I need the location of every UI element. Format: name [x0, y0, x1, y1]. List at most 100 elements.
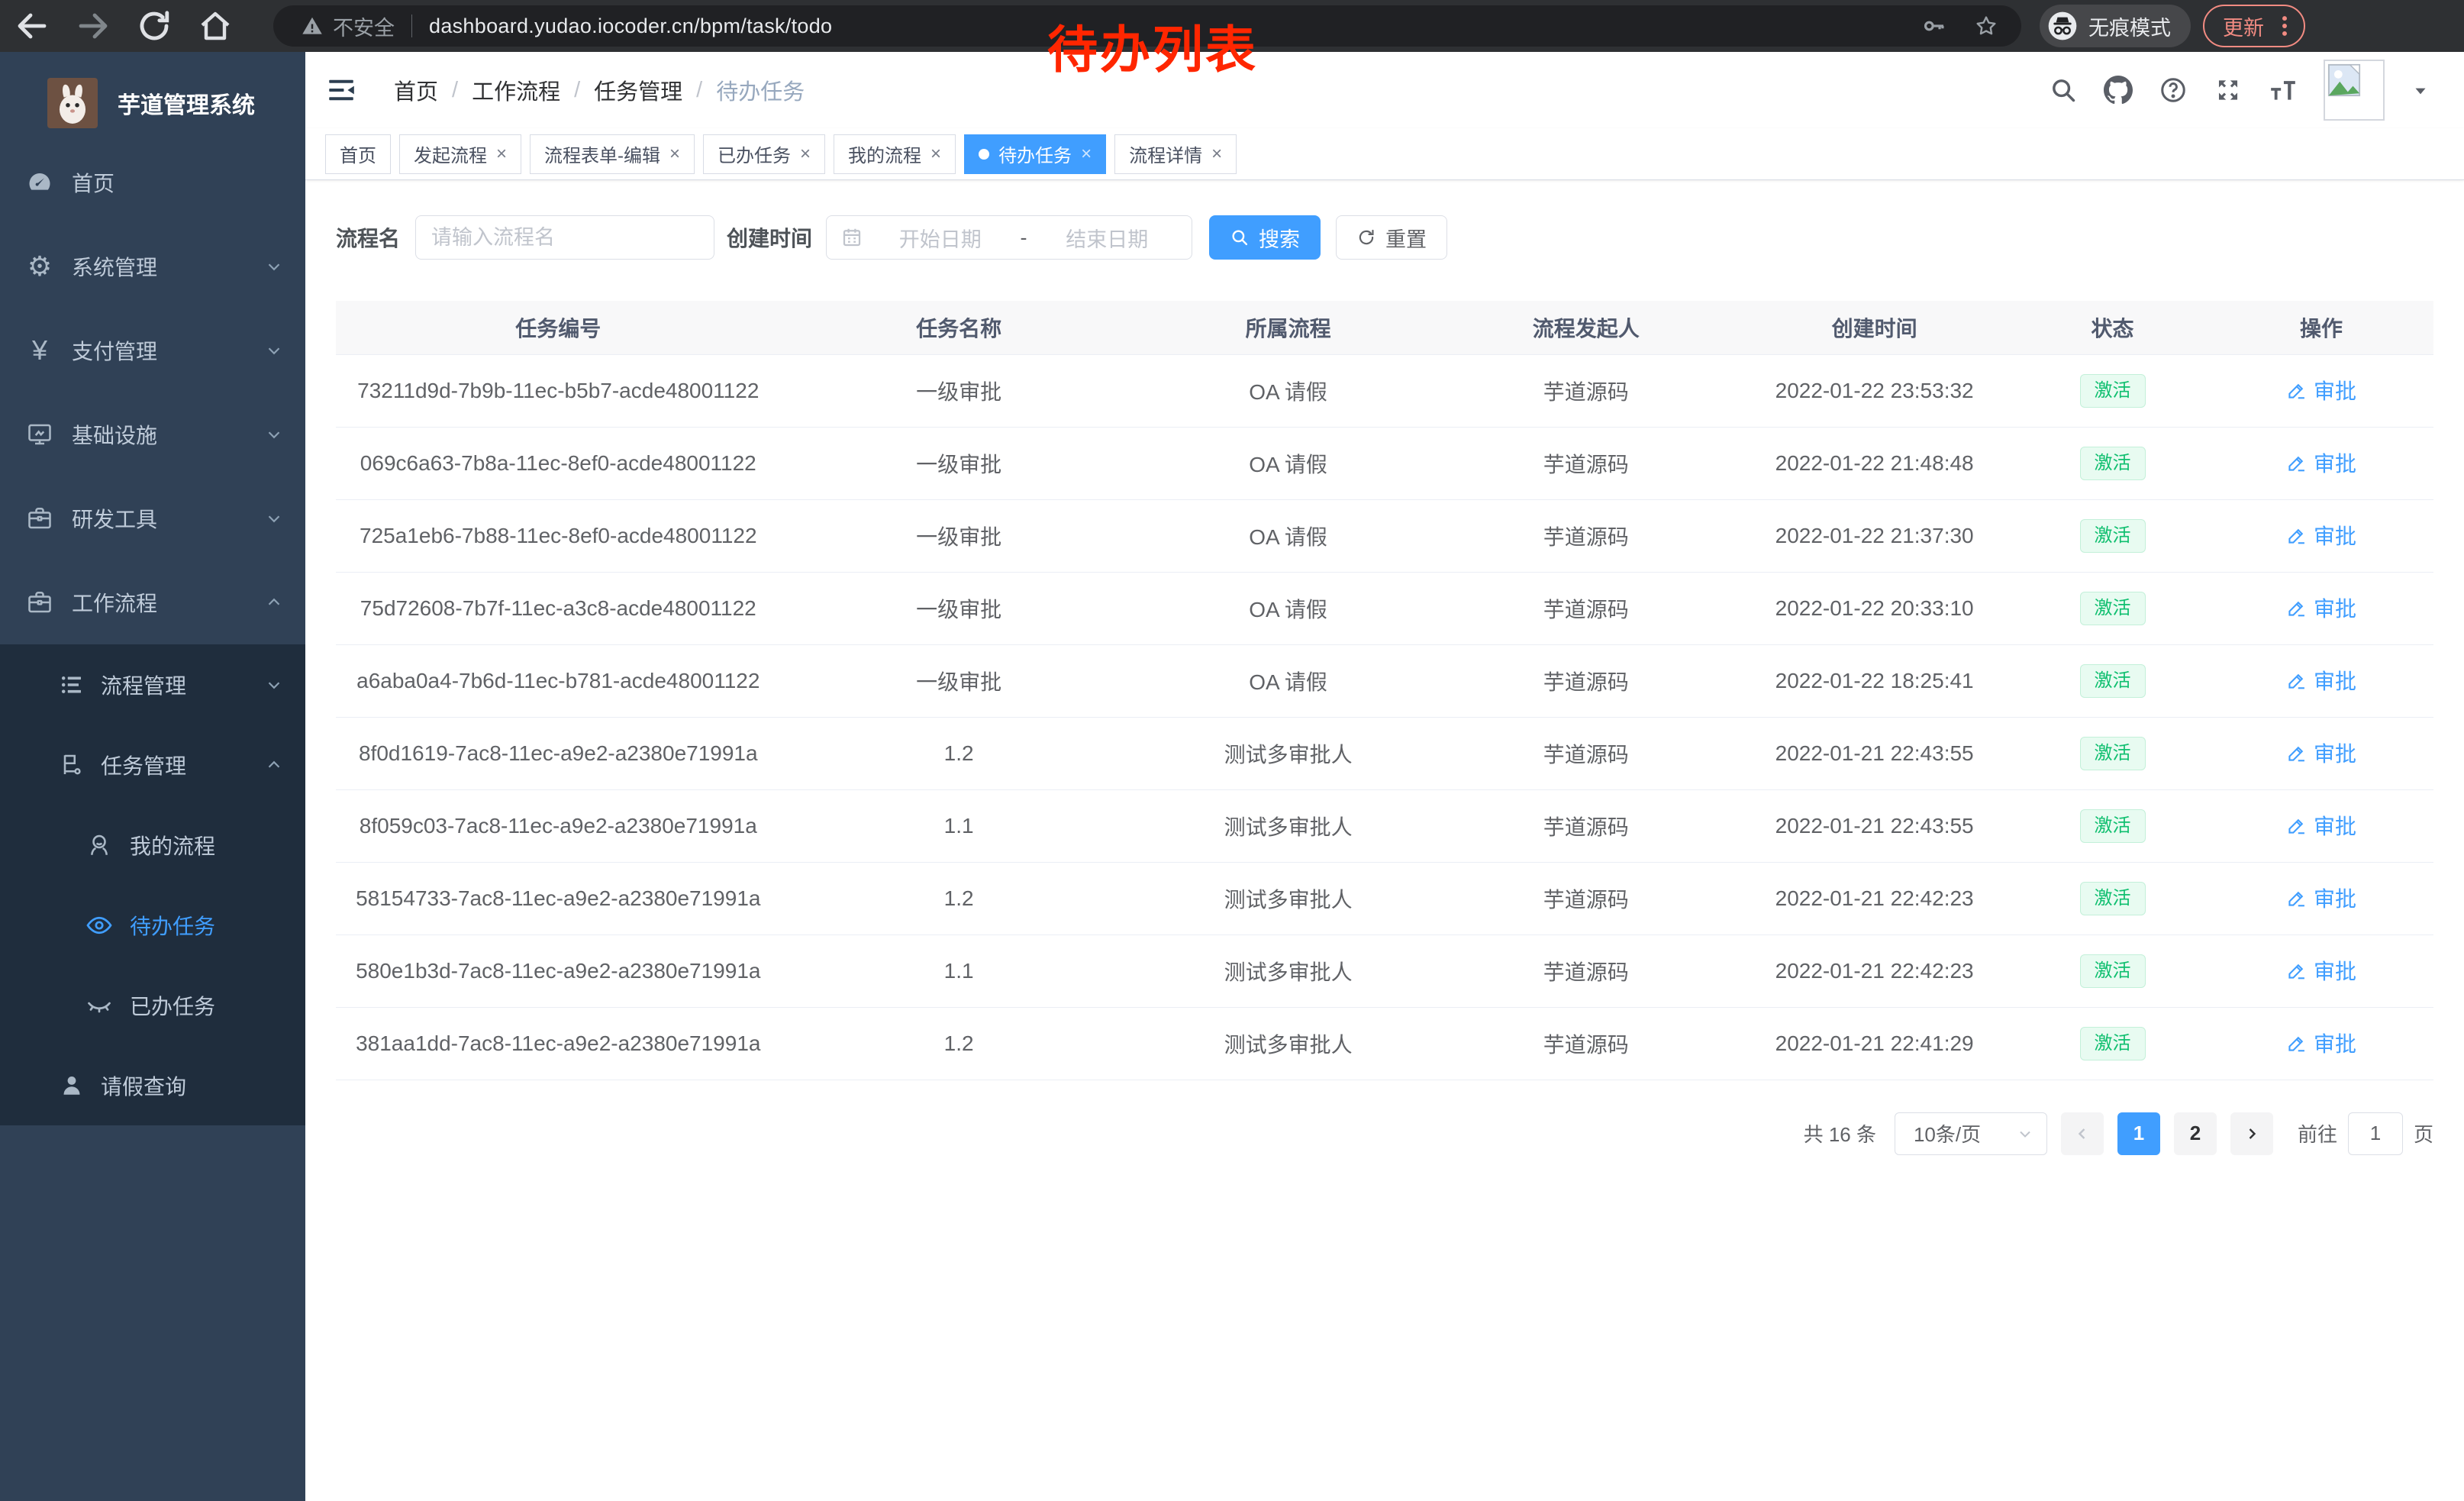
reset-button-label: 重置 [1385, 228, 1427, 251]
column-header-创建时间: 创建时间 [1733, 301, 2017, 355]
prev-page-button[interactable] [2060, 1112, 2104, 1155]
search-button[interactable]: 搜索 [1209, 215, 1321, 260]
next-page-button[interactable] [2230, 1112, 2273, 1155]
tab-已办任务[interactable]: 已办任务 × [703, 134, 826, 174]
back-icon[interactable] [14, 8, 50, 44]
breadcrumb-item-任务管理[interactable]: 任务管理 [594, 80, 683, 105]
sidebar-item-研发工具[interactable]: 研发工具 [0, 476, 305, 560]
date-range-picker[interactable]: 开始日期 - 结束日期 [826, 215, 1193, 260]
tab-label: 我的流程 [848, 146, 922, 166]
app-title: 芋道管理系统 [118, 93, 255, 118]
fullscreen-icon[interactable] [2214, 76, 2243, 105]
process-name-input[interactable] [415, 215, 715, 260]
bookmark-star-icon[interactable] [1974, 14, 1998, 38]
sidebar-fold-icon[interactable] [325, 74, 357, 106]
page-button-2[interactable]: 2 [2173, 1112, 2217, 1155]
tab-close-icon[interactable]: × [496, 143, 508, 164]
approve-button[interactable]: 审批 [2286, 1028, 2356, 1058]
list-icon [58, 671, 85, 699]
home-icon[interactable] [197, 8, 234, 44]
search-icon[interactable] [2049, 76, 2078, 105]
tab-待办任务[interactable]: 待办任务 × [964, 134, 1107, 174]
sidebar-item-我的流程[interactable]: 我的流程 [0, 805, 305, 885]
reload-icon[interactable] [136, 8, 173, 44]
chevron-down-icon [264, 675, 284, 695]
page-size-select[interactable]: 10条/页 [1894, 1112, 2047, 1155]
process-name: OA 请假 [1137, 354, 1440, 428]
task-name: 1.2 [780, 717, 1137, 790]
goto-label: 前往 [2297, 1123, 2337, 1146]
approve-button[interactable]: 审批 [2286, 447, 2356, 478]
font-size-icon[interactable] [2269, 76, 2298, 105]
help-icon[interactable] [2159, 76, 2188, 105]
task-id: 8f059c03-7ac8-11ec-a9e2-a2380e71991a [336, 789, 781, 863]
forward-icon[interactable] [75, 8, 111, 44]
tab-我的流程[interactable]: 我的流程 × [834, 134, 956, 174]
table-header-row: 任务编号 任务名称 所属流程 流程发起人 创建时间 状态 操作 [336, 301, 2433, 355]
flag-node-icon [58, 751, 85, 779]
tab-close-icon[interactable]: × [1211, 143, 1223, 164]
browser-menu-dots-icon[interactable] [2272, 13, 2298, 39]
approve-button[interactable]: 审批 [2286, 810, 2356, 841]
end-date-placeholder: 结束日期 [1066, 228, 1149, 251]
sidebar-item-工作流程[interactable]: 工作流程 [0, 560, 305, 644]
github-icon[interactable] [2104, 76, 2133, 105]
table-row: 8f0d1619-7ac8-11ec-a9e2-a2380e71991a 1.2 测… [336, 717, 2433, 790]
breadcrumb-item-首页[interactable]: 首页 [394, 80, 439, 105]
tab-发起流程[interactable]: 发起流程 × [399, 134, 522, 174]
create-time: 2022-01-22 21:37:30 [1733, 499, 2017, 573]
sidebar-item-任务管理[interactable]: 任务管理 [0, 725, 305, 805]
approve-button[interactable]: 审批 [2286, 375, 2356, 405]
sidebar-item-待办任务[interactable]: 待办任务 [0, 885, 305, 965]
breadcrumb-item-工作流程[interactable]: 工作流程 [472, 80, 561, 105]
sidebar-item-已办任务[interactable]: 已办任务 [0, 965, 305, 1045]
approve-button[interactable]: 审批 [2286, 883, 2356, 913]
browser-update-button[interactable]: 更新 [2203, 5, 2305, 47]
sidebar-item-首页[interactable]: 首页 [0, 140, 305, 224]
approve-button[interactable]: 审批 [2286, 592, 2356, 623]
tab-label: 发起流程 [414, 146, 487, 166]
status-badge: 激活 [2079, 663, 2146, 698]
goto-page-input[interactable] [2347, 1112, 2403, 1155]
table-row: 58154733-7ac8-11ec-a9e2-a2380e71991a 1.2 测… [336, 862, 2433, 935]
chevron-down-icon [264, 341, 284, 360]
calendar-icon [840, 226, 863, 249]
sidebar-item-支付管理[interactable]: ¥ 支付管理 [0, 308, 305, 392]
sidebar-item-系统管理[interactable]: ⚙ 系统管理 [0, 224, 305, 308]
app-logo[interactable]: 芋道管理系统 [0, 52, 305, 131]
approve-button[interactable]: 审批 [2286, 738, 2356, 768]
tab-close-icon[interactable]: × [669, 143, 681, 164]
tab-流程表单-编辑[interactable]: 流程表单-编辑 × [530, 134, 695, 174]
avatar-caret-down-icon[interactable] [2411, 80, 2430, 100]
pagination-total: 共 16 条 [1803, 1123, 1876, 1146]
sidebar-item-请假查询[interactable]: 请假查询 [0, 1045, 305, 1125]
tab-首页[interactable]: 首页 [325, 134, 391, 174]
task-id: 75d72608-7b7f-11ec-a3c8-acde48001122 [336, 572, 781, 645]
incognito-label: 无痕模式 [2088, 16, 2171, 40]
status-badge: 激活 [2079, 954, 2146, 988]
key-icon[interactable] [1922, 14, 1946, 38]
process-name: 测试多审批人 [1137, 934, 1440, 1008]
approve-button[interactable]: 审批 [2286, 665, 2356, 696]
avatar[interactable] [2324, 60, 2385, 121]
security-label: 不安全 [333, 16, 395, 40]
column-header-流程发起人: 流程发起人 [1439, 301, 1734, 355]
approve-button[interactable]: 审批 [2286, 955, 2356, 986]
reset-button[interactable]: 重置 [1336, 215, 1448, 260]
address-bar[interactable]: 不安全 dashboard.yudao.iocoder.cn/bpm/task/… [273, 5, 2021, 47]
approve-button[interactable]: 审批 [2286, 520, 2356, 550]
tab-close-icon[interactable]: × [800, 143, 811, 164]
page-button-1[interactable]: 1 [2117, 1112, 2160, 1155]
tab-close-icon[interactable]: × [1081, 143, 1092, 164]
task-name: 一级审批 [780, 572, 1137, 645]
task-id: 58154733-7ac8-11ec-a9e2-a2380e71991a [336, 862, 781, 935]
sidebar-item-基础设施[interactable]: 基础设施 [0, 392, 305, 476]
status-badge: 激活 [2079, 373, 2146, 408]
todo-task-table: 任务编号 任务名称 所属流程 流程发起人 创建时间 状态 操作 73211d9d-7b9b-… [336, 301, 2433, 1080]
tab-close-icon[interactable]: × [930, 143, 942, 164]
action-cell: 审批 [2208, 572, 2433, 645]
edit-pen-icon [2286, 670, 2308, 691]
tab-流程详情[interactable]: 流程详情 × [1114, 134, 1237, 174]
sidebar-item-流程管理[interactable]: 流程管理 [0, 644, 305, 725]
process-starter: 芋道源码 [1439, 934, 1734, 1008]
